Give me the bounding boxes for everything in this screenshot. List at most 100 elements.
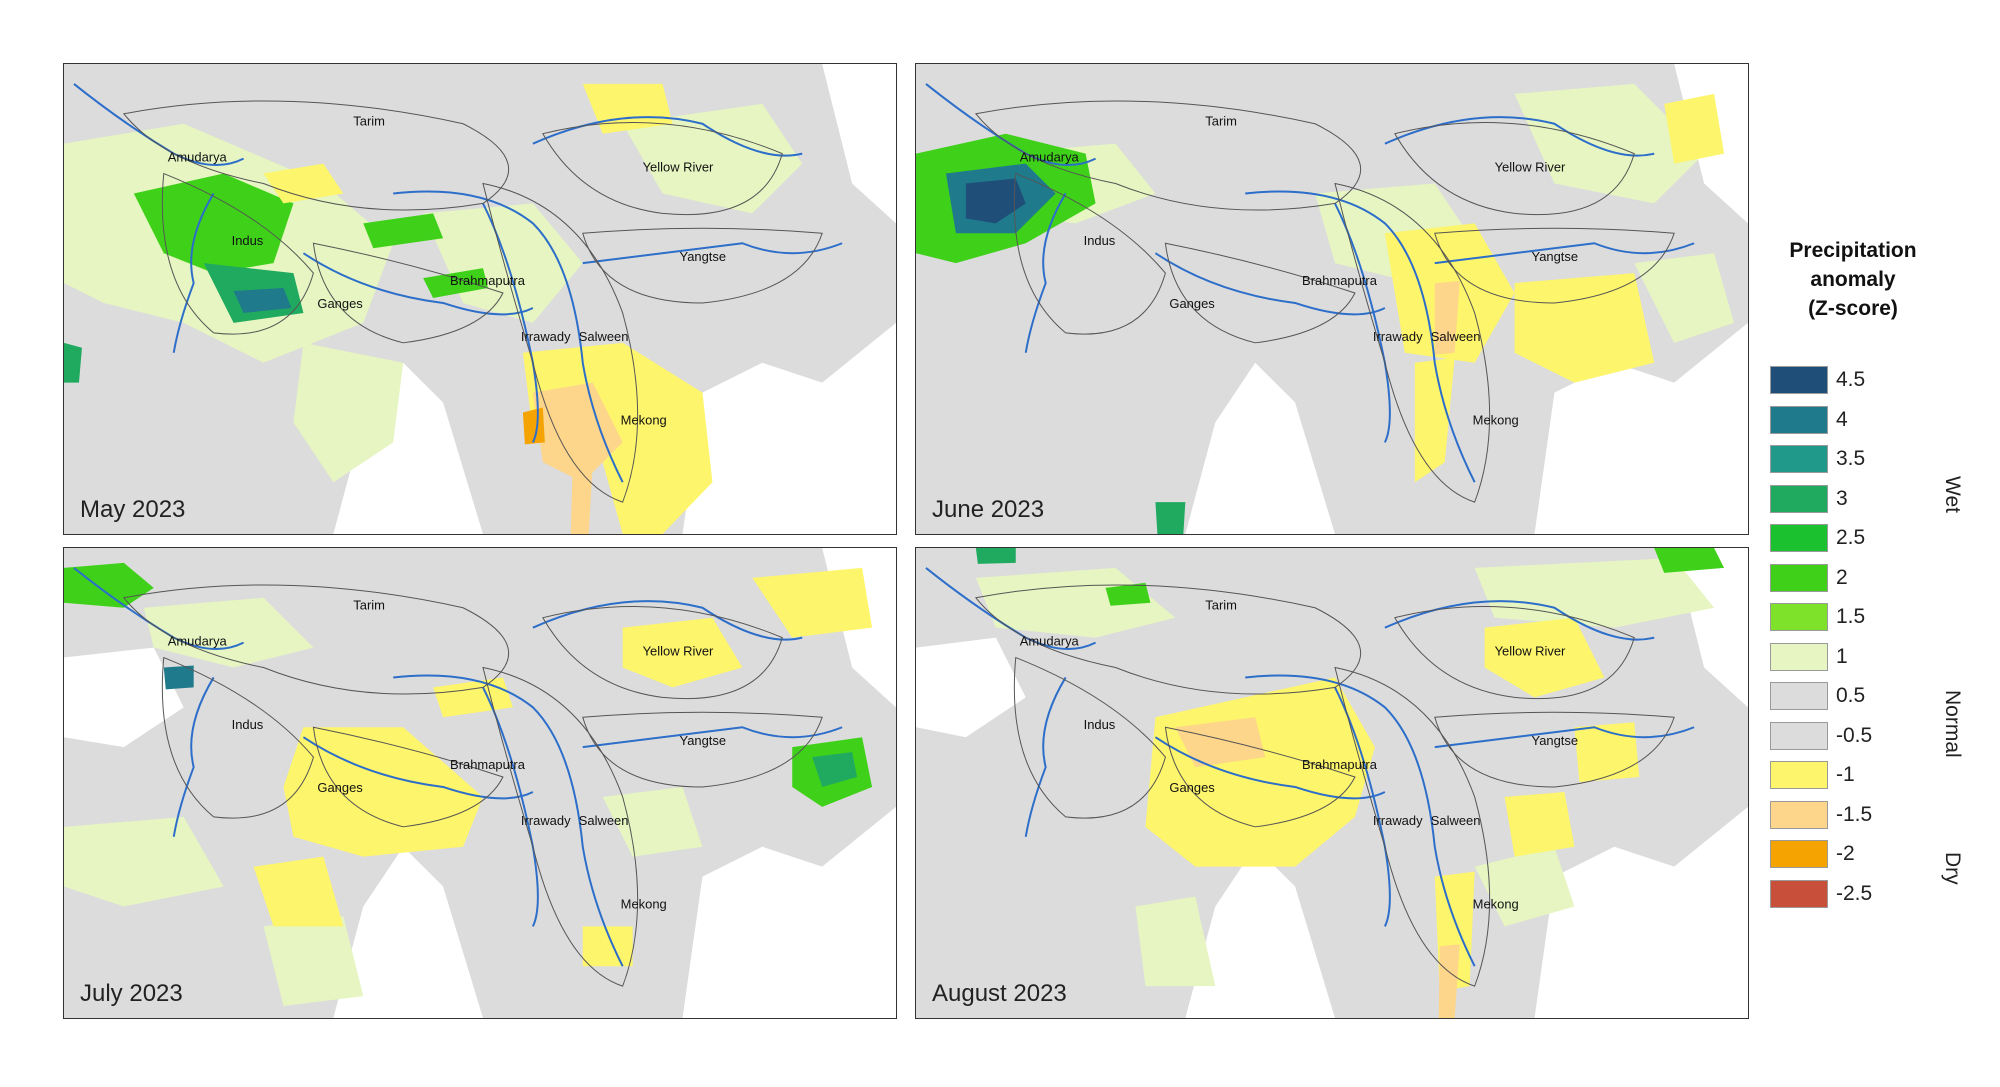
- basin-label-yangtse: Yangtse: [680, 733, 727, 748]
- basin-label-brahmaputra: Brahmaputra: [1302, 757, 1378, 772]
- legend-swatch: [1770, 485, 1828, 513]
- precipitation-map: Amudarya Tarim Yellow River Indus Yangts…: [64, 548, 896, 1018]
- basin-label-tarim: Tarim: [1205, 114, 1237, 129]
- legend-item: -1: [1770, 761, 1910, 793]
- legend-category-dry: Dry: [1941, 852, 1964, 885]
- precipitation-map: Amudarya Tarim Yellow River Indus Yangts…: [916, 64, 1748, 534]
- panel-date-label: August 2023: [932, 980, 1067, 1007]
- basin-label-salween: Salween: [579, 813, 629, 828]
- basin-label-yellow-river: Yellow River: [1495, 644, 1566, 659]
- legend-category-normal: Normal: [1941, 690, 1964, 758]
- basin-label-tarim: Tarim: [353, 114, 385, 129]
- basin-label-yangtse: Yangtse: [1532, 249, 1579, 264]
- basin-label-salween: Salween: [1431, 329, 1481, 344]
- legend-value: 4: [1836, 408, 1848, 431]
- legend-value: 0.5: [1836, 684, 1866, 707]
- legend-swatch: [1770, 801, 1828, 829]
- map-panel-june-2023: Amudarya Tarim Yellow River Indus Yangts…: [915, 63, 1749, 535]
- basin-label-brahmaputra: Brahmaputra: [1302, 273, 1378, 288]
- basin-label-amudarya: Amudarya: [168, 150, 228, 165]
- basin-label-salween: Salween: [579, 329, 629, 344]
- legend-swatch: [1770, 682, 1828, 710]
- legend-swatch: [1770, 524, 1828, 552]
- basin-label-indus: Indus: [1084, 717, 1116, 732]
- legend-swatch: [1770, 722, 1828, 750]
- basin-label-salween: Salween: [1431, 813, 1481, 828]
- basin-label-indus: Indus: [232, 717, 264, 732]
- basin-label-mekong: Mekong: [621, 412, 667, 427]
- basin-label-tarim: Tarim: [353, 598, 385, 613]
- panel-date-label: May 2023: [80, 496, 186, 523]
- basin-label-mekong: Mekong: [621, 896, 667, 911]
- legend-value: -0.5: [1836, 724, 1873, 747]
- basin-label-tarim: Tarim: [1205, 598, 1237, 613]
- basin-label-yellow-river: Yellow River: [643, 644, 714, 659]
- legend-value: 1.5: [1836, 605, 1866, 628]
- legend-swatch: [1770, 603, 1828, 631]
- basin-label-indus: Indus: [1084, 233, 1116, 248]
- map-panel-july-2023: Amudarya Tarim Yellow River Indus Yangts…: [63, 547, 897, 1019]
- basin-label-irrawady: Irrawady: [1373, 329, 1423, 344]
- basin-label-irrawady: Irrawady: [521, 813, 571, 828]
- legend-swatch: [1770, 445, 1828, 473]
- map-panel-may-2023: Amudarya Tarim Yellow River Indus Yangts…: [63, 63, 897, 535]
- legend-item: -1.5: [1770, 801, 1910, 833]
- legend-item: 2: [1770, 564, 1910, 596]
- basin-label-yellow-river: Yellow River: [1495, 160, 1566, 175]
- legend-value: 2: [1836, 566, 1848, 589]
- legend: Precipitation anomaly (Z-score) 4.5 4 3.5 3…: [1768, 236, 1988, 936]
- legend-title-line: anomaly: [1810, 268, 1896, 291]
- basin-label-ganges: Ganges: [317, 296, 362, 311]
- legend-item: -0.5: [1770, 722, 1910, 754]
- basin-label-amudarya: Amudarya: [1020, 634, 1080, 649]
- basin-label-brahmaputra: Brahmaputra: [450, 273, 526, 288]
- panel-date-label: June 2023: [932, 496, 1045, 523]
- map-panel-august-2023: Amudarya Tarim Yellow River Indus Yangts…: [915, 547, 1749, 1019]
- basin-label-yangtse: Yangtse: [680, 249, 727, 264]
- basin-label-irrawady: Irrawady: [521, 329, 571, 344]
- basin-label-brahmaputra: Brahmaputra: [450, 757, 526, 772]
- legend-swatch: [1770, 406, 1828, 434]
- legend-value: -1: [1836, 763, 1855, 786]
- legend-swatch: [1770, 366, 1828, 394]
- basin-label-ganges: Ganges: [317, 780, 362, 795]
- legend-title-line: Precipitation: [1789, 239, 1917, 262]
- basin-label-indus: Indus: [232, 233, 264, 248]
- legend-swatch: [1770, 840, 1828, 868]
- legend-value: 3: [1836, 487, 1848, 510]
- legend-item: 4.5: [1770, 366, 1910, 398]
- legend-item: -2.5: [1770, 880, 1910, 912]
- legend-swatch: [1770, 761, 1828, 789]
- legend-swatch: [1770, 643, 1828, 671]
- legend-category-wet: Wet: [1941, 476, 1964, 513]
- legend-value: -2.5: [1836, 882, 1873, 905]
- legend-value: -1.5: [1836, 803, 1873, 826]
- precipitation-map: Amudarya Tarim Yellow River Indus Yangts…: [916, 548, 1748, 1018]
- basin-label-yellow-river: Yellow River: [643, 160, 714, 175]
- legend-value: 1: [1836, 645, 1848, 668]
- basin-label-amudarya: Amudarya: [168, 634, 228, 649]
- basin-label-yangtse: Yangtse: [1532, 733, 1579, 748]
- legend-item: 4: [1770, 406, 1910, 438]
- legend-value: 4.5: [1836, 368, 1866, 391]
- legend-item: 2.5: [1770, 524, 1910, 556]
- legend-value: -2: [1836, 842, 1855, 865]
- basin-label-amudarya: Amudarya: [1020, 150, 1080, 165]
- panel-date-label: July 2023: [80, 980, 183, 1007]
- legend-item: 0.5: [1770, 682, 1910, 714]
- legend-item: 1: [1770, 643, 1910, 675]
- legend-item: -2: [1770, 840, 1910, 872]
- basin-label-mekong: Mekong: [1473, 412, 1519, 427]
- basin-label-irrawady: Irrawady: [1373, 813, 1423, 828]
- legend-value: 3.5: [1836, 447, 1866, 470]
- legend-title-line: (Z-score): [1808, 297, 1898, 320]
- legend-item: 3: [1770, 485, 1910, 517]
- legend-swatch: [1770, 880, 1828, 908]
- legend-item: 3.5: [1770, 445, 1910, 477]
- legend-item: 1.5: [1770, 603, 1910, 635]
- precipitation-map: Amudarya Tarim Yellow River Indus Yangts…: [64, 64, 896, 534]
- legend-swatch: [1770, 564, 1828, 592]
- basin-label-ganges: Ganges: [1169, 780, 1214, 795]
- legend-title: Precipitation anomaly (Z-score): [1768, 236, 1938, 323]
- legend-value: 2.5: [1836, 526, 1866, 549]
